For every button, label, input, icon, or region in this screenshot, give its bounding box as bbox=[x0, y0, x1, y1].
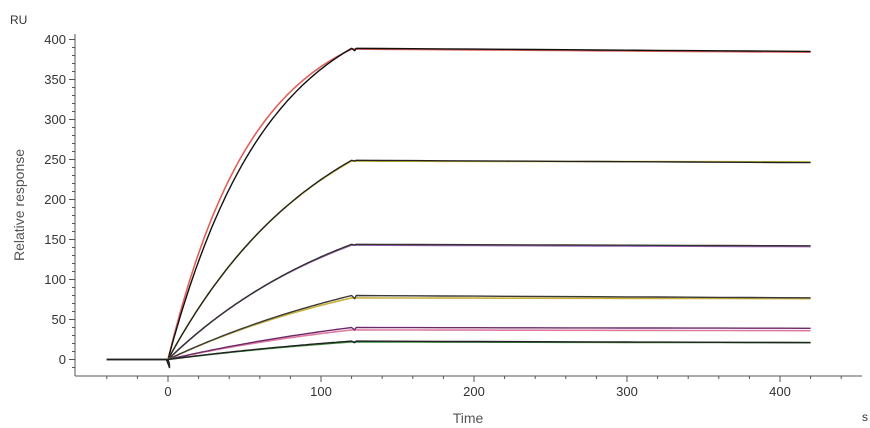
x-tick-label: 100 bbox=[310, 384, 332, 399]
series-line-measured bbox=[106, 159, 811, 365]
x-tick-label: 0 bbox=[164, 384, 171, 399]
series-line-measured bbox=[106, 47, 811, 367]
series-layer bbox=[106, 47, 811, 369]
series-line-fit bbox=[106, 329, 811, 361]
y-tick-label: 400 bbox=[44, 32, 66, 47]
y-tick-label: 350 bbox=[44, 72, 66, 87]
x-tick-label: 200 bbox=[463, 384, 485, 399]
x-unit-label: s bbox=[862, 410, 868, 424]
y-unit-label: RU bbox=[10, 13, 27, 27]
y-tick-label: 250 bbox=[44, 152, 66, 167]
y-tick-label: 0 bbox=[59, 352, 66, 367]
y-tick-label: 200 bbox=[44, 192, 66, 207]
y-tick-label: 300 bbox=[44, 112, 66, 127]
x-tick-label: 400 bbox=[769, 384, 791, 399]
axes: 0 50 100 150 200 250 300 350 400 0 100 200 300 400 bbox=[44, 32, 862, 399]
y-tick-label: 100 bbox=[44, 272, 66, 287]
y-tick-label: 150 bbox=[44, 232, 66, 247]
series-line-measured bbox=[106, 243, 811, 369]
y-tick-label: 50 bbox=[52, 312, 66, 327]
x-tick-label: 300 bbox=[616, 384, 638, 399]
y-axis-title: Relative response bbox=[11, 149, 27, 261]
series-line-fit bbox=[106, 48, 811, 361]
series-line-measured bbox=[106, 294, 811, 367]
series-line-measured bbox=[106, 340, 811, 369]
series-line-measured bbox=[106, 326, 811, 365]
x-axis-title: Time bbox=[453, 410, 484, 426]
